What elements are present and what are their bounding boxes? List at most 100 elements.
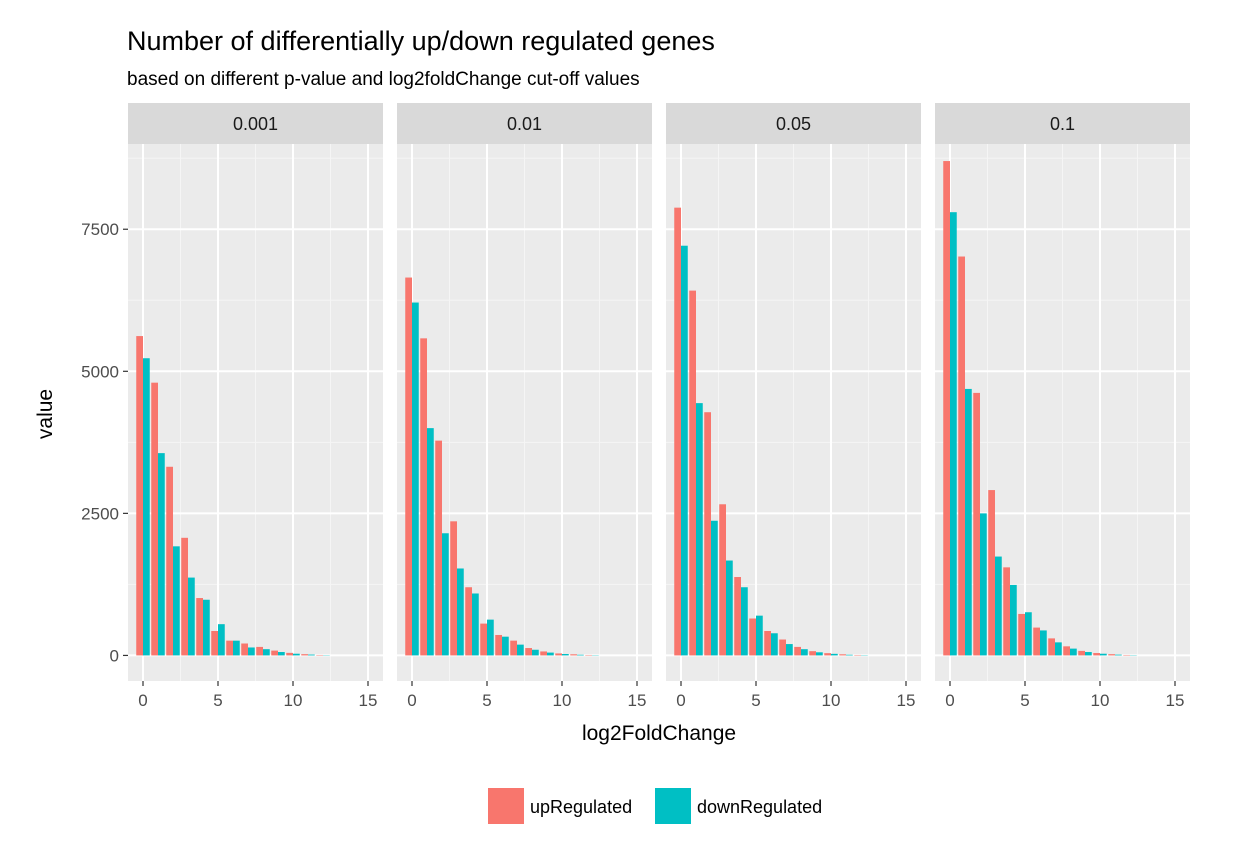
bar-downRegulated [1100, 654, 1107, 656]
x-tick-label: 15 [628, 691, 647, 710]
bar-downRegulated [1040, 630, 1047, 655]
bar-downRegulated [562, 654, 569, 655]
bar-downRegulated [577, 655, 584, 656]
bar-upRegulated [704, 412, 711, 655]
bar-upRegulated [674, 208, 681, 656]
bar-downRegulated [1115, 655, 1122, 656]
bar-downRegulated [771, 633, 778, 655]
bar-downRegulated [472, 593, 479, 655]
bar-upRegulated [973, 393, 980, 656]
x-axis-title: log2FoldChange [582, 722, 736, 745]
facet-strip-label: 0.1 [1050, 114, 1075, 134]
bar-upRegulated [525, 648, 532, 655]
bar-upRegulated [450, 521, 457, 655]
legend-key-downRegulated [655, 788, 691, 824]
bar-downRegulated [412, 303, 419, 656]
bar-upRegulated [794, 647, 801, 656]
bar-upRegulated [839, 654, 846, 655]
bar-upRegulated [256, 647, 263, 656]
bar-downRegulated [308, 655, 315, 656]
bar-downRegulated [233, 641, 240, 656]
facet-strip-label: 0.001 [233, 114, 278, 134]
bar-downRegulated [786, 644, 793, 655]
x-tick-label: 5 [482, 691, 491, 710]
bar-upRegulated [271, 651, 278, 656]
bar-downRegulated [517, 645, 524, 656]
legend-label: downRegulated [697, 797, 822, 817]
y-tick-label: 2500 [81, 504, 119, 523]
bar-downRegulated [457, 568, 464, 655]
bar-upRegulated [495, 635, 502, 655]
bar-downRegulated [816, 652, 823, 655]
bar-upRegulated [1108, 654, 1115, 655]
bar-upRegulated [943, 161, 950, 655]
bar-downRegulated [188, 578, 195, 656]
x-tick-label: 15 [1166, 691, 1185, 710]
facet-strip-label: 0.01 [507, 114, 542, 134]
bar-downRegulated [696, 403, 703, 655]
bar-upRegulated [988, 490, 995, 655]
bar-upRegulated [196, 598, 203, 655]
bar-upRegulated [809, 651, 816, 655]
bar-downRegulated [711, 521, 718, 656]
bar-downRegulated [801, 649, 808, 655]
bar-downRegulated [980, 513, 987, 655]
bar-upRegulated [301, 654, 308, 655]
bar-upRegulated [1063, 646, 1070, 655]
bar-upRegulated [570, 654, 577, 655]
bar-upRegulated [1003, 567, 1010, 655]
bar-upRegulated [555, 653, 562, 655]
bar-downRegulated [547, 653, 554, 656]
bar-downRegulated [1085, 652, 1092, 655]
bar-downRegulated [1010, 585, 1017, 655]
bar-upRegulated [1078, 651, 1085, 656]
x-tick-label: 0 [676, 691, 685, 710]
bar-downRegulated [756, 616, 763, 656]
bar-upRegulated [1093, 653, 1100, 655]
bar-upRegulated [958, 257, 965, 656]
bar-upRegulated [689, 291, 696, 656]
y-tick-label: 0 [110, 646, 119, 665]
facet-strip-label: 0.05 [776, 114, 811, 134]
bar-downRegulated [173, 546, 180, 655]
bar-downRegulated [248, 647, 255, 655]
x-tick-label: 10 [284, 691, 303, 710]
x-tick-label: 0 [945, 691, 954, 710]
bar-downRegulated [995, 557, 1002, 656]
x-tick-label: 15 [359, 691, 378, 710]
bar-downRegulated [263, 649, 270, 655]
bar-downRegulated [218, 624, 225, 655]
bar-downRegulated [681, 246, 688, 656]
bar-downRegulated [203, 600, 210, 656]
bar-downRegulated [158, 453, 165, 655]
bar-downRegulated [427, 428, 434, 655]
bar-upRegulated [1033, 628, 1040, 656]
bar-upRegulated [779, 640, 786, 656]
legend-label: upRegulated [530, 797, 632, 817]
bar-downRegulated [293, 654, 300, 656]
bar-upRegulated [181, 538, 188, 656]
bar-upRegulated [286, 653, 293, 656]
bar-upRegulated [465, 587, 472, 655]
bar-downRegulated [487, 620, 494, 656]
bar-upRegulated [540, 651, 547, 655]
bar-upRegulated [719, 504, 726, 655]
bar-upRegulated [241, 643, 248, 655]
bar-upRegulated [136, 336, 143, 655]
bar-downRegulated [1055, 642, 1062, 655]
bar-upRegulated [1048, 638, 1055, 655]
bar-upRegulated [211, 631, 218, 655]
bar-downRegulated [950, 212, 957, 655]
y-tick-label: 7500 [81, 220, 119, 239]
bar-upRegulated [1018, 614, 1025, 655]
bar-upRegulated [166, 467, 173, 656]
bar-downRegulated [143, 358, 150, 655]
x-tick-label: 10 [553, 691, 572, 710]
bar-upRegulated [226, 641, 233, 656]
y-axis-title: value [34, 389, 57, 439]
bar-downRegulated [1025, 612, 1032, 655]
legend: upRegulated downRegulated [488, 788, 822, 824]
